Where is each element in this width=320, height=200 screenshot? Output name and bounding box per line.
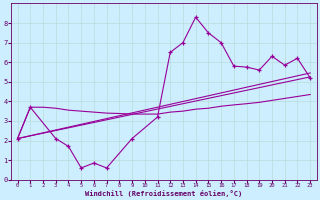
- X-axis label: Windchill (Refroidissement éolien,°C): Windchill (Refroidissement éolien,°C): [85, 190, 243, 197]
